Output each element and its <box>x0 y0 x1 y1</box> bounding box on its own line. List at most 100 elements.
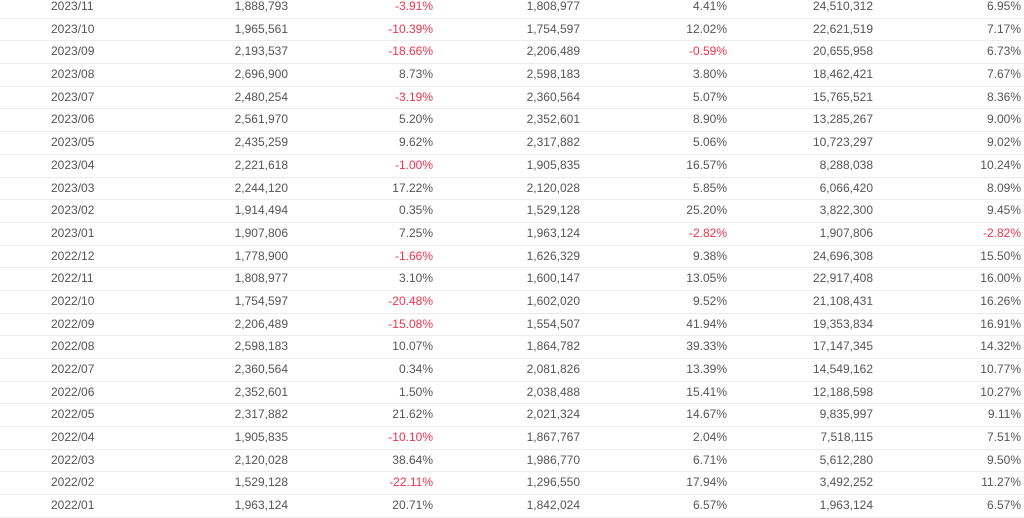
month-cell: 2023/07 <box>51 89 95 104</box>
yoy-change-cell: 15.41% <box>686 384 727 399</box>
month-cell: 2023/06 <box>51 112 95 127</box>
month-cell: 2023/05 <box>51 135 95 150</box>
cumulative-value-cell: 7,518,115 <box>820 430 874 445</box>
month-cell: 2023/02 <box>51 203 95 218</box>
table-row: 2022/10 1,754,597 -20.48% 1,602,020 9.52% 21,… <box>0 291 1024 314</box>
cumulative-change-cell: 9.11% <box>987 407 1021 422</box>
prev-year-value-cell: 1,867,767 <box>526 430 580 445</box>
cumulative-value-cell: 24,696,308 <box>812 248 873 263</box>
month-cell: 2023/03 <box>51 180 95 195</box>
table-row: 2022/04 1,905,835 -10.10% 1,867,767 2.04% 7,5… <box>0 427 1024 450</box>
yoy-change-cell: 9.52% <box>692 293 727 308</box>
cumulative-value-cell: 9,835,997 <box>819 407 873 422</box>
value-cell: 2,221,618 <box>234 157 288 172</box>
cumulative-value-cell: 24,510,312 <box>812 0 873 13</box>
yoy-change-cell: 13.39% <box>686 362 727 376</box>
cumulative-change-cell: 15.50% <box>980 248 1021 263</box>
change-cell: 0.34% <box>398 362 433 376</box>
value-cell: 2,317,882 <box>234 407 288 422</box>
cumulative-value-cell: 22,917,408 <box>812 271 873 286</box>
month-cell: 2022/11 <box>51 271 94 286</box>
change-cell: -15.08% <box>388 316 433 331</box>
table-row: 2022/12 1,778,900 -1.66% 1,626,329 9.38% 24,6… <box>0 246 1024 269</box>
prev-year-value-cell: 2,317,882 <box>526 135 580 150</box>
cumulative-change-cell: 11.27% <box>981 475 1021 490</box>
month-cell: 2023/10 <box>51 21 95 36</box>
prev-year-value-cell: 2,352,601 <box>526 112 580 127</box>
value-cell: 2,244,120 <box>234 180 288 195</box>
value-cell: 2,561,970 <box>234 112 288 127</box>
table-row: 2023/10 1,965,561 -10.39% 1,754,597 12.02% 22… <box>0 19 1024 42</box>
month-cell: 2023/08 <box>51 67 95 82</box>
month-cell: 2022/06 <box>51 384 95 399</box>
month-cell: 2022/10 <box>51 293 95 308</box>
cumulative-value-cell: 8,288,038 <box>819 157 873 172</box>
cumulative-change-cell: 8.36% <box>986 89 1021 104</box>
prev-year-value-cell: 1,600,147 <box>526 271 580 286</box>
yoy-change-cell: 5.07% <box>692 89 727 104</box>
table-row: 2023/05 2,435,259 9.62% 2,317,882 5.06% 10,72… <box>0 132 1024 155</box>
table-row: 2023/01 1,907,806 7.25% 1,963,124 -2.82% 1,90… <box>0 223 1024 246</box>
value-cell: 1,907,806 <box>234 225 288 240</box>
cumulative-change-cell: 7.51% <box>986 430 1021 445</box>
yoy-change-cell: 2.04% <box>692 430 727 445</box>
change-cell: 8.73% <box>398 67 433 82</box>
table-row: 2022/09 2,206,489 -15.08% 1,554,507 41.94% 19… <box>0 314 1024 337</box>
prev-year-value-cell: 2,081,826 <box>526 362 580 376</box>
value-cell: 1,888,793 <box>234 0 288 13</box>
cumulative-value-cell: 3,822,300 <box>819 203 873 218</box>
cumulative-change-cell: 9.02% <box>986 135 1021 150</box>
cumulative-change-cell: 10.24% <box>980 157 1021 172</box>
yoy-change-cell: 17.94% <box>686 475 727 490</box>
cumulative-value-cell: 3,492,252 <box>819 475 873 490</box>
prev-year-value-cell: 2,598,183 <box>526 67 580 82</box>
table-row: 2022/07 2,360,564 0.34% 2,081,826 13.39% 14,5… <box>0 359 1024 382</box>
cumulative-value-cell: 17,147,345 <box>812 339 873 354</box>
change-cell: -10.39% <box>388 21 433 36</box>
value-cell: 2,352,601 <box>234 384 288 399</box>
value-cell: 2,360,564 <box>234 362 288 376</box>
table-row: 2022/11 1,808,977 3.10% 1,600,147 13.05% 22,9… <box>0 268 1024 291</box>
value-cell: 1,965,561 <box>234 21 288 36</box>
change-cell: 10.07% <box>392 339 433 354</box>
cumulative-value-cell: 22,621,519 <box>812 21 873 36</box>
change-cell: -3.19% <box>394 89 433 104</box>
yoy-change-cell: 12.02% <box>686 21 727 36</box>
change-cell: 0.35% <box>398 203 433 218</box>
change-cell: -3.91% <box>394 0 433 13</box>
value-cell: 2,598,183 <box>234 339 288 354</box>
cumulative-value-cell: 19,353,834 <box>812 316 873 331</box>
cumulative-change-cell: 7.67% <box>986 67 1021 82</box>
cumulative-change-cell: 10.77% <box>980 362 1021 376</box>
table-row: 2022/05 2,317,882 21.62% 2,021,324 14.67% 9,8… <box>0 404 1024 428</box>
prev-year-value-cell: 1,963,124 <box>526 225 580 240</box>
prev-year-value-cell: 2,038,488 <box>526 384 580 399</box>
month-cell: 2023/01 <box>51 225 95 240</box>
table-row: 2023/03 2,244,120 17.22% 2,120,028 5.85% 6,06… <box>0 178 1024 201</box>
cumulative-value-cell: 14,549,162 <box>812 362 873 376</box>
table-row: 2022/08 2,598,183 10.07% 1,864,782 39.33% 17,… <box>0 336 1024 359</box>
month-cell: 2023/11 <box>51 0 94 13</box>
month-cell: 2022/07 <box>51 362 95 376</box>
month-cell: 2022/12 <box>51 248 95 263</box>
change-cell: 7.25% <box>398 225 433 240</box>
prev-year-value-cell: 1,296,550 <box>526 475 580 490</box>
value-cell: 1,778,900 <box>234 248 288 263</box>
prev-year-value-cell: 2,120,028 <box>526 180 580 195</box>
table-row: 2022/03 2,120,028 38.64% 1,986,770 6.71% 5,61… <box>0 450 1024 473</box>
cumulative-value-cell: 10,723,297 <box>812 135 873 150</box>
prev-year-value-cell: 1,986,770 <box>526 452 580 467</box>
month-cell: 2022/09 <box>51 316 95 331</box>
change-cell: -1.66% <box>394 248 433 263</box>
change-cell: -20.48% <box>388 293 433 308</box>
cumulative-change-cell: 6.95% <box>986 0 1021 13</box>
prev-year-value-cell: 1,842,024 <box>526 498 580 513</box>
value-cell: 1,529,128 <box>234 475 288 490</box>
month-cell: 2022/08 <box>51 339 95 354</box>
table-row: 2023/09 2,193,537 -18.66% 2,206,489 -0.59% 20… <box>0 41 1024 65</box>
cumulative-change-cell: 16.00% <box>980 271 1021 286</box>
cumulative-value-cell: 18,462,421 <box>812 67 873 82</box>
value-cell: 2,193,537 <box>234 44 288 59</box>
month-cell: 2022/05 <box>51 407 95 422</box>
